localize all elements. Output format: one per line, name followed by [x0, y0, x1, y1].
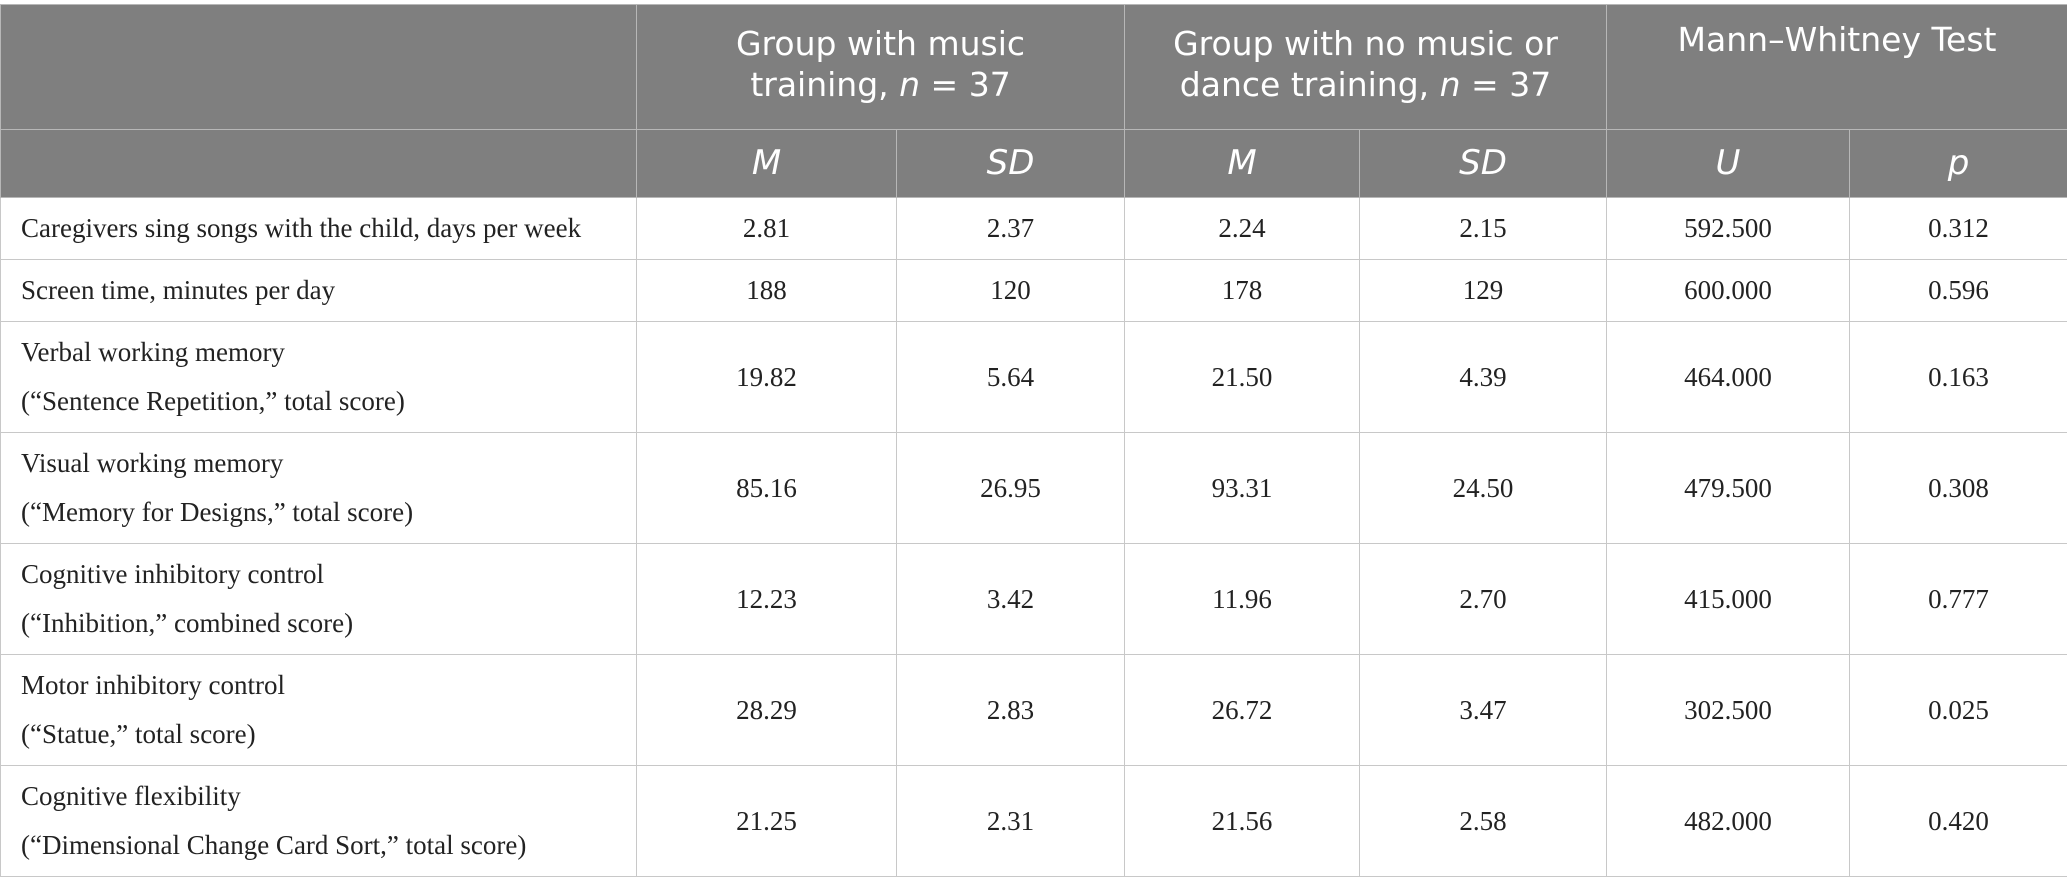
value-u: 482.000: [1606, 765, 1850, 877]
header-group-no-music-line2: dance training, n = 37: [1125, 64, 1606, 105]
row-label-line1: Screen time, minutes per day: [21, 275, 336, 305]
table-header: Group with music training, n = 37 Group …: [0, 4, 2067, 198]
value-no-music-m: 2.24: [1124, 197, 1360, 260]
subheader-music-sd: SD: [896, 129, 1125, 198]
subheader-no-music-m: M: [1124, 129, 1360, 198]
header-group-no-music-prefix: dance training,: [1179, 65, 1440, 104]
value-music-m: 188: [636, 259, 897, 322]
row-label: Motor inhibitory control (“Statue,” total…: [0, 654, 637, 766]
value-p: 0.308: [1849, 432, 2067, 544]
value-no-music-sd: 24.50: [1359, 432, 1607, 544]
header-group-music-prefix: training,: [750, 65, 900, 104]
value-music-m: 12.23: [636, 543, 897, 655]
value-no-music-m: 26.72: [1124, 654, 1360, 766]
subheader-no-music-sd: SD: [1359, 129, 1607, 198]
subheader-p: p: [1849, 129, 2067, 198]
value-music-m: 2.81: [636, 197, 897, 260]
header-empty-cell: [0, 129, 637, 198]
table-row: Visual working memory (“Memory for Design…: [0, 432, 2067, 544]
value-music-m: 85.16: [636, 432, 897, 544]
header-group-no-music-n-value: = 37: [1460, 65, 1552, 104]
header-group-music-line1: Group with music: [735, 24, 1026, 63]
value-no-music-m: 11.96: [1124, 543, 1360, 655]
header-row-groups: Group with music training, n = 37 Group …: [0, 4, 2067, 130]
row-label: Cognitive inhibitory control (“Inhibition…: [0, 543, 637, 655]
subheader-u: U: [1606, 129, 1850, 198]
row-label-line1: Motor inhibitory control: [21, 670, 285, 700]
row-label-line1: Caregivers sing songs with the child, da…: [21, 213, 582, 243]
row-label: Cognitive flexibility (“Dimensional Chang…: [0, 765, 637, 877]
value-p: 0.163: [1849, 321, 2067, 433]
row-label: Visual working memory (“Memory for Design…: [0, 432, 637, 544]
value-u: 302.500: [1606, 654, 1850, 766]
table-body: Caregivers sing songs with the child, da…: [0, 197, 2067, 877]
header-mann-whitney-test: Mann–Whitney Test: [1606, 4, 2067, 130]
row-label: Screen time, minutes per day: [0, 259, 637, 322]
value-u: 600.000: [1606, 259, 1850, 322]
value-p: 0.025: [1849, 654, 2067, 766]
row-label-line2: (“Inhibition,” combined score): [21, 608, 354, 638]
header-group-music-line2: training, n = 37: [637, 64, 1124, 105]
value-music-sd: 2.31: [896, 765, 1125, 877]
results-table: Group with music training, n = 37 Group …: [0, 4, 2067, 877]
header-group-no-music-line1: Group with no music or: [1173, 24, 1558, 63]
header-group-no-music: Group with no music or dance training, n…: [1124, 4, 1607, 130]
value-no-music-sd: 2.70: [1359, 543, 1607, 655]
value-music-sd: 26.95: [896, 432, 1125, 544]
value-no-music-m: 21.56: [1124, 765, 1360, 877]
value-no-music-sd: 2.58: [1359, 765, 1607, 877]
header-row-statistics: M SD M SD U p: [0, 129, 2067, 198]
header-group-music-n-value: = 37: [920, 65, 1011, 104]
table-row: Verbal working memory (“Sentence Repetiti…: [0, 321, 2067, 433]
value-u: 592.500: [1606, 197, 1850, 260]
value-no-music-m: 93.31: [1124, 432, 1360, 544]
table-row: Motor inhibitory control (“Statue,” total…: [0, 654, 2067, 766]
row-label-line2: (“Statue,” total score): [21, 719, 256, 749]
value-no-music-m: 21.50: [1124, 321, 1360, 433]
row-label-line1: Verbal working memory: [21, 337, 285, 367]
value-no-music-sd: 129: [1359, 259, 1607, 322]
row-label-line2: (“Sentence Repetition,” total score): [21, 386, 405, 416]
value-music-m: 19.82: [636, 321, 897, 433]
value-u: 479.500: [1606, 432, 1850, 544]
row-label-line2: (“Memory for Designs,” total score): [21, 497, 414, 527]
value-u: 464.000: [1606, 321, 1850, 433]
value-p: 0.312: [1849, 197, 2067, 260]
value-music-m: 28.29: [636, 654, 897, 766]
header-group-music: Group with music training, n = 37: [636, 4, 1125, 130]
header-empty-cell: [0, 4, 637, 130]
value-music-sd: 2.37: [896, 197, 1125, 260]
row-label: Verbal working memory (“Sentence Repetiti…: [0, 321, 637, 433]
value-p: 0.596: [1849, 259, 2067, 322]
value-music-m: 21.25: [636, 765, 897, 877]
header-group-no-music-n-symbol: n: [1439, 65, 1461, 104]
header-group-music-n-symbol: n: [899, 65, 921, 104]
value-no-music-sd: 4.39: [1359, 321, 1607, 433]
value-p: 0.777: [1849, 543, 2067, 655]
value-music-sd: 2.83: [896, 654, 1125, 766]
row-label: Caregivers sing songs with the child, da…: [0, 197, 637, 260]
row-label-line1: Cognitive flexibility: [21, 781, 241, 811]
value-u: 415.000: [1606, 543, 1850, 655]
row-label-line2: (“Dimensional Change Card Sort,” total s…: [21, 830, 527, 860]
table-row: Caregivers sing songs with the child, da…: [0, 197, 2067, 260]
value-music-sd: 3.42: [896, 543, 1125, 655]
value-music-sd: 5.64: [896, 321, 1125, 433]
table-row: Cognitive flexibility (“Dimensional Chang…: [0, 765, 2067, 877]
row-label-line1: Cognitive inhibitory control: [21, 559, 324, 589]
table-row: Cognitive inhibitory control (“Inhibition…: [0, 543, 2067, 655]
table-row: Screen time, minutes per day 188 120 178…: [0, 259, 2067, 322]
subheader-music-m: M: [636, 129, 897, 198]
value-music-sd: 120: [896, 259, 1125, 322]
value-p: 0.420: [1849, 765, 2067, 877]
value-no-music-sd: 3.47: [1359, 654, 1607, 766]
value-no-music-m: 178: [1124, 259, 1360, 322]
value-no-music-sd: 2.15: [1359, 197, 1607, 260]
row-label-line1: Visual working memory: [21, 448, 284, 478]
